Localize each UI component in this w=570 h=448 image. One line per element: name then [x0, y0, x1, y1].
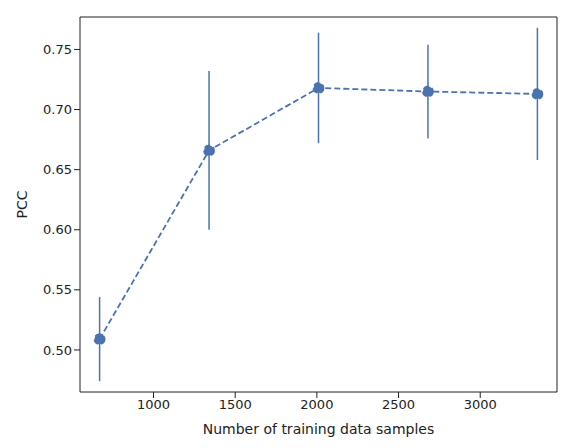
svg-text:2000: 2000: [300, 397, 333, 412]
svg-text:0.50: 0.50: [43, 343, 72, 358]
svg-text:0.65: 0.65: [43, 162, 72, 177]
svg-text:0.75: 0.75: [43, 42, 72, 57]
svg-text:2500: 2500: [382, 397, 415, 412]
svg-text:Number of training data sample: Number of training data samples: [203, 421, 435, 437]
svg-text:1000: 1000: [137, 397, 170, 412]
svg-text:3000: 3000: [464, 397, 497, 412]
svg-text:PCC: PCC: [14, 190, 30, 218]
svg-text:0.70: 0.70: [43, 102, 72, 117]
svg-text:1500: 1500: [219, 397, 252, 412]
svg-text:0.60: 0.60: [43, 222, 72, 237]
svg-text:0.55: 0.55: [43, 282, 72, 297]
